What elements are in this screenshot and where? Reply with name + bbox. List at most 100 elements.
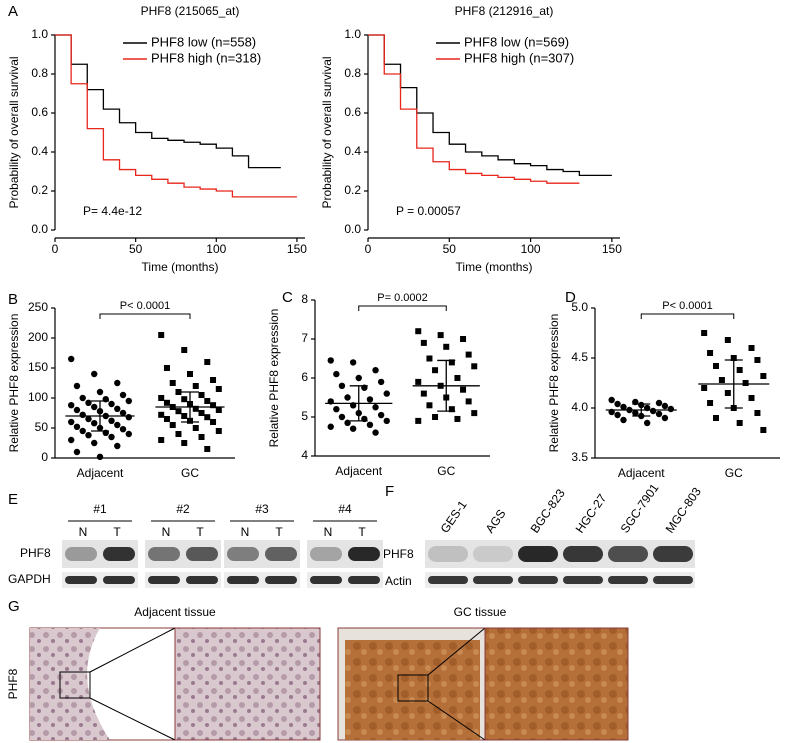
dot: [701, 385, 708, 391]
dot: [114, 442, 121, 450]
dot: [327, 357, 334, 364]
dot: [748, 345, 755, 351]
blot-band: [428, 546, 468, 562]
dot: [471, 410, 478, 417]
y-tick-label: 4: [301, 448, 308, 462]
x-tick-label: 100: [206, 242, 226, 256]
dot: [125, 430, 132, 438]
dot: [163, 365, 170, 371]
blot-band: [608, 546, 648, 562]
dot: [338, 413, 346, 421]
sd-bar: [91, 400, 109, 432]
x-tick-label: 0: [365, 242, 372, 256]
dot: [68, 402, 75, 409]
micrograph-zoom: [484, 627, 629, 741]
dot: [344, 394, 351, 401]
image-title: Adjacent tissue: [134, 605, 216, 619]
dot: [114, 405, 121, 412]
x-tick-label: 50: [443, 242, 457, 256]
dot: [649, 407, 657, 415]
y-axis-label: Probability of overall survival: [320, 56, 334, 208]
dot: [736, 420, 743, 426]
y-tick-label: 3.5: [571, 450, 588, 464]
lane-label: N: [324, 525, 333, 539]
dot: [114, 421, 121, 429]
panel-label: D: [565, 289, 576, 306]
dot: [471, 363, 478, 370]
dot: [175, 389, 182, 395]
dot: [215, 428, 222, 434]
y-tick-label: 0.0: [31, 222, 48, 236]
dot: [748, 395, 755, 401]
dot: [181, 396, 188, 403]
y-tick-label: 0.8: [344, 66, 361, 80]
zoom-line: [427, 700, 486, 741]
y-tick-label: 0.4: [31, 144, 48, 158]
dot: [79, 427, 86, 435]
dot: [620, 416, 627, 424]
dot: [426, 355, 433, 362]
blot-band: [473, 576, 513, 584]
lane-label: T: [113, 525, 121, 539]
x-tick-label: Adjacent: [335, 464, 382, 478]
chart-title: PHF8 (215065_at): [141, 4, 240, 18]
dot: [158, 437, 165, 443]
dot: [383, 390, 390, 397]
y-tick-label: 1.0: [344, 27, 361, 41]
row-label: PHF8: [6, 668, 20, 699]
annotation: P< 0.0001: [120, 300, 170, 312]
tissue: [30, 628, 110, 740]
sd-bar: [349, 385, 368, 422]
dot: [460, 386, 467, 393]
y-tick-label: 0.8: [31, 66, 48, 80]
y-tick-label: 0.0: [344, 222, 361, 236]
dot: [465, 351, 472, 358]
y-tick-label: 4.0: [571, 400, 588, 414]
dot: [655, 410, 663, 418]
dot: [344, 419, 351, 427]
y-tick-label: 100: [28, 390, 48, 404]
dot: [192, 425, 199, 431]
dot: [366, 421, 374, 428]
blot-band: [310, 547, 342, 561]
dot: [210, 419, 217, 425]
dot: [415, 417, 422, 424]
dot: [85, 399, 92, 406]
panel-label: G: [8, 598, 20, 615]
blot-band: [186, 547, 218, 561]
blot-band: [348, 576, 380, 584]
x-axis-label: Time (months): [456, 260, 533, 274]
survival-curve: [55, 34, 297, 198]
blot-band: [227, 576, 259, 584]
dot: [377, 411, 385, 419]
dot: [349, 425, 357, 432]
y-tick-label: 250: [28, 300, 48, 314]
y-axis-label: Relative PHF8 expression: [547, 314, 561, 453]
dot: [187, 371, 193, 377]
dot: [114, 379, 121, 387]
blot-band: [148, 576, 180, 584]
dot: [181, 347, 188, 353]
dot: [96, 388, 104, 396]
x-tick-label: Adjacent: [77, 466, 124, 480]
dot: [437, 332, 444, 339]
dot: [158, 395, 165, 401]
dot: [366, 396, 374, 403]
lane-label: HGC-27: [573, 491, 610, 535]
dot: [119, 426, 127, 433]
dot: [198, 434, 205, 440]
dot: [465, 398, 472, 405]
dot: [742, 380, 749, 386]
dot: [454, 375, 461, 381]
dot: [338, 382, 346, 389]
x-tick-label: GC: [181, 466, 199, 480]
legend-label: PHF8 low (n=569): [464, 34, 569, 49]
x-tick-label: Adjacent: [618, 466, 665, 480]
y-tick-label: 0.6: [344, 105, 361, 119]
sd-bar: [724, 359, 743, 409]
blot-band: [265, 576, 297, 584]
lane-label: MGC-803: [663, 485, 704, 536]
dot: [372, 404, 379, 411]
row-label: PHF8: [20, 546, 51, 560]
blot-band: [518, 576, 558, 584]
